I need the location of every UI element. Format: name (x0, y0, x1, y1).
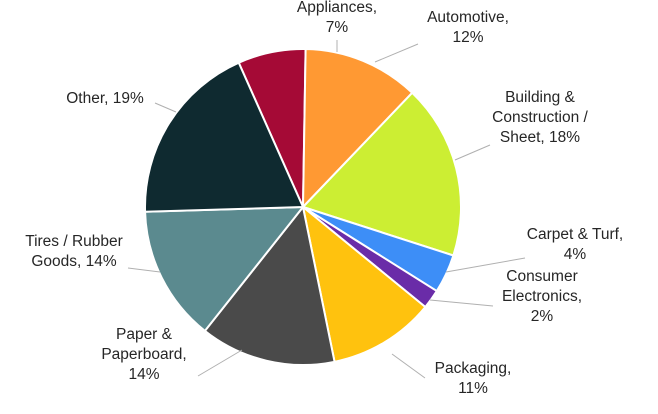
data-label: Automotive, 12% (427, 9, 509, 46)
pie-slice-automotive (301, 48, 414, 210)
data-label-line: 7% (326, 19, 349, 36)
pie-slice-tires-rubber-goods (144, 205, 306, 333)
data-label: Packaging, 11% (435, 360, 512, 397)
data-label-line: Building & (505, 89, 575, 106)
data-label-line: Packaging, (435, 360, 512, 377)
pie-slice-paper-paperboard (203, 204, 336, 366)
data-label: Paper & Paperboard, 14% (101, 326, 186, 383)
data-label-line: Paperboard, (101, 346, 186, 363)
data-label: Carpet & Turf, 4% (527, 226, 623, 263)
data-label-line: Consumer (506, 268, 578, 285)
data-label: Tires / Rubber Goods, 14% (25, 233, 123, 270)
data-label: Consumer Electronics, 2% (502, 268, 582, 325)
leader-line (197, 349, 243, 377)
leader-line (374, 43, 419, 63)
leader-line (429, 299, 494, 307)
data-label-line: Appliances, (297, 0, 377, 16)
leader-line (127, 267, 161, 273)
pie-slice-building-construction-sheet (301, 91, 462, 257)
data-label-line: Other, 19% (66, 90, 144, 107)
data-label-line: 11% (458, 380, 488, 397)
leader-line (391, 353, 426, 379)
data-label-line: Paper & (116, 326, 173, 343)
leader-line (445, 257, 526, 273)
data-label-line: 14% (128, 366, 159, 383)
data-label-line: Carpet & Turf, (527, 226, 623, 243)
data-label-line: 4% (564, 246, 587, 263)
data-label-line: 2% (531, 308, 554, 325)
data-label-line: Electronics, (502, 288, 582, 305)
data-label-line: Construction / (492, 109, 588, 126)
data-label-line: Sheet, 18% (500, 129, 580, 146)
pie-slice-other (144, 61, 305, 213)
data-label: Other, 19% (66, 90, 144, 107)
pie-slices (144, 48, 462, 366)
leader-lines (127, 40, 526, 379)
data-label: Building & Construction / Sheet, 18% (492, 89, 588, 146)
data-label-line: 12% (452, 29, 483, 46)
data-labels: Appliances, 7% Automotive, 12% Building & Con… (25, 0, 623, 397)
pie-slice-packaging (301, 204, 427, 363)
leader-line (154, 102, 177, 113)
data-label-line: Automotive, (427, 9, 509, 26)
data-label-line: Tires / Rubber (25, 233, 123, 250)
leader-line (454, 144, 491, 161)
data-label-line: Goods, 14% (31, 253, 117, 270)
data-label: Appliances, 7% (297, 0, 377, 36)
